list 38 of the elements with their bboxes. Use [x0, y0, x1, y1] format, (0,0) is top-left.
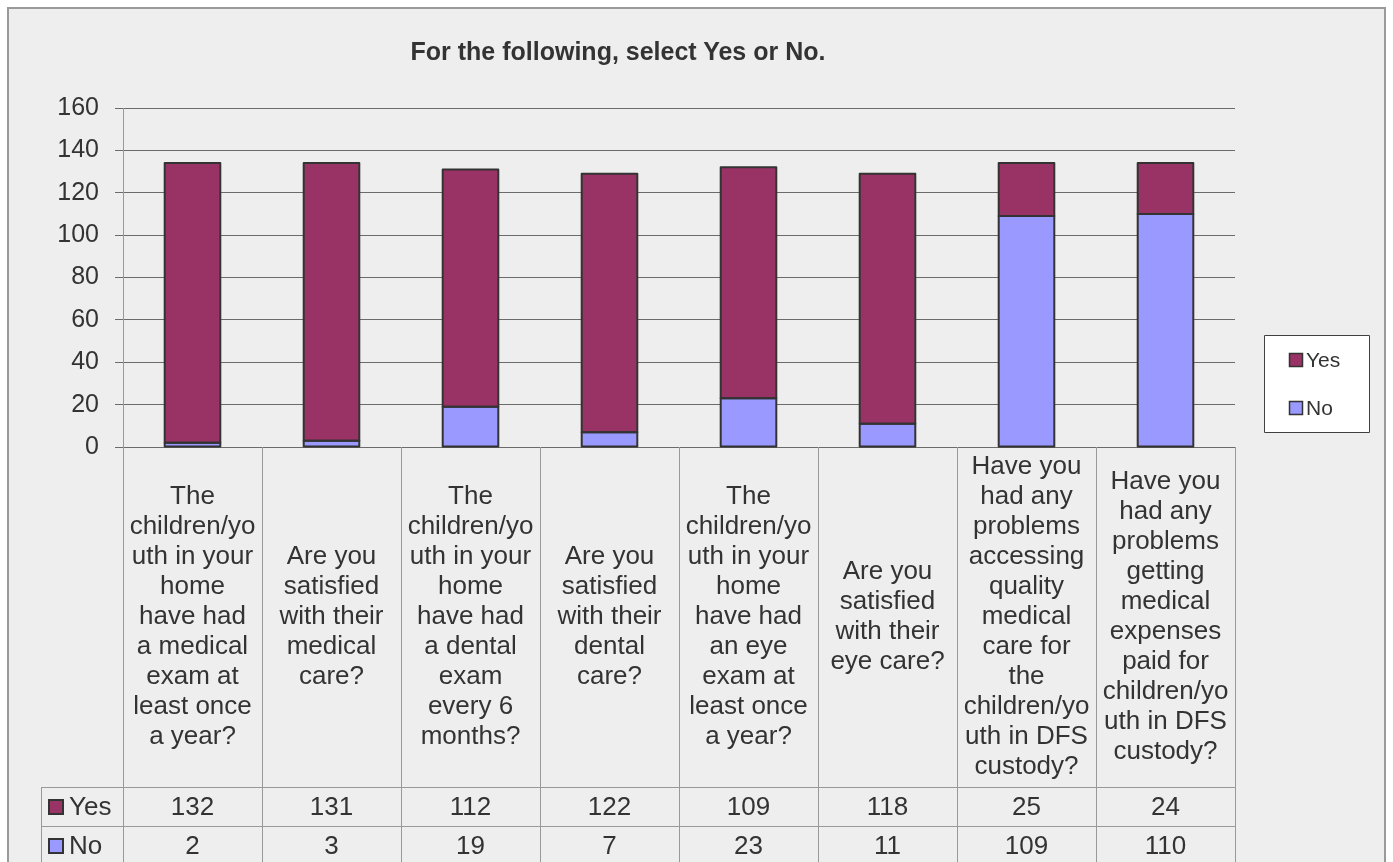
text: Yes — [69, 790, 112, 821]
category-label: Have you had any problems accessing quality medical care for the children/youth in DFS custody? — [963, 450, 1090, 781]
y-tick-label: 160 — [57, 91, 99, 120]
text: No — [69, 829, 103, 860]
y-tick-label: 100 — [57, 219, 99, 248]
category-label: The children/youth in your home have had a medical exam at least once a year? — [129, 480, 256, 751]
data-label: 24 — [1151, 790, 1180, 821]
data-label: 7 — [602, 829, 617, 860]
y-tick-label: 140 — [57, 134, 99, 163]
category-label: The children/youth in your home have had an eye exam at least once a year? — [685, 480, 812, 751]
chart-title: For the following, select Yes or No. — [410, 36, 826, 65]
x-tick-label: Are you satisfied with their eye care? — [830, 555, 945, 676]
category-label: The children/youth in your home have had a dental exam every 6 months? — [407, 480, 534, 751]
x-tick-label: Are you satisfied with their medical care? — [278, 540, 384, 691]
data-label: 132 — [170, 790, 215, 821]
legend-label: Yes — [1306, 347, 1341, 371]
y-tick-label: 120 — [57, 176, 99, 205]
data-label: 11 — [874, 829, 901, 860]
data-label: 109 — [1004, 829, 1049, 860]
data-label: 131 — [309, 790, 354, 821]
data-label: 118 — [866, 790, 909, 821]
data-label: 2 — [185, 829, 200, 860]
x-tick-label: Are you satisfied with their dental care? — [556, 540, 662, 691]
y-tick-label: 40 — [71, 346, 99, 375]
category-label: Have you had any problems getting medical expenses paid for children/youth in DFS custody? — [1102, 465, 1229, 766]
y-tick-label: 60 — [71, 303, 99, 332]
data-label: 3 — [324, 829, 339, 860]
y-tick-label: 0 — [85, 430, 99, 459]
y-tick-label: 20 — [71, 388, 99, 417]
data-label: 23 — [734, 829, 763, 860]
data-label: 110 — [1144, 829, 1187, 860]
data-label: 109 — [726, 790, 771, 821]
y-tick-label: 80 — [71, 261, 99, 290]
data-label: 25 — [1012, 790, 1041, 821]
data-label: 122 — [587, 790, 632, 821]
legend-label: No — [1306, 395, 1333, 419]
data-label: 19 — [456, 829, 485, 860]
data-label: 112 — [449, 790, 492, 821]
